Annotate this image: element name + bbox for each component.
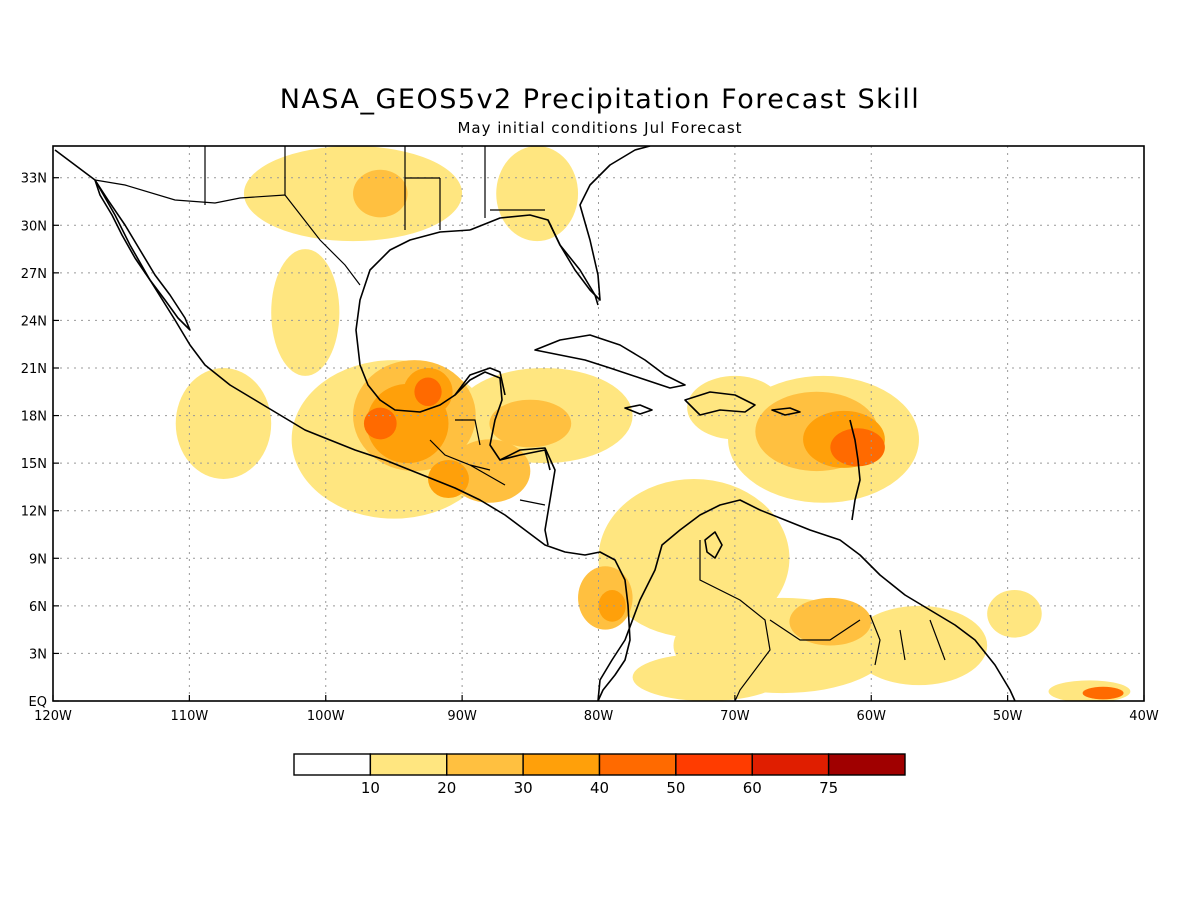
gulf-coast bbox=[355, 229, 551, 471]
lon-tick-label: 60W bbox=[857, 709, 887, 724]
south-america-borders bbox=[699, 540, 946, 701]
chart-title: NASA_GEOS5v2 Precipitation Forecast Skil… bbox=[279, 84, 921, 115]
skill-region-25 bbox=[598, 590, 626, 622]
colorbar-label: 10 bbox=[361, 779, 380, 797]
skill-region-19 bbox=[789, 597, 872, 646]
lon-tick-label: 80W bbox=[584, 709, 614, 724]
colorbar-swatch bbox=[446, 753, 524, 776]
lat-tick-label: 6N bbox=[29, 600, 47, 615]
puerto-rico bbox=[771, 407, 801, 416]
hispaniola bbox=[684, 391, 756, 416]
lon-tick-label: 70W bbox=[720, 709, 750, 724]
colorbar-swatch bbox=[827, 753, 906, 776]
skill-shading-layer bbox=[175, 146, 1131, 701]
colorbar-label: 60 bbox=[743, 779, 762, 797]
lat-tick-label: 33N bbox=[21, 172, 47, 187]
colorbar-swatch bbox=[369, 753, 448, 776]
skill-region-10 bbox=[496, 146, 579, 242]
skill-region-0 bbox=[175, 368, 272, 479]
lat-tick-label: 12N bbox=[21, 505, 47, 520]
lat-tick-label: EQ bbox=[29, 695, 47, 710]
skill-region-6 bbox=[598, 479, 790, 638]
colorbar-label: 75 bbox=[819, 779, 838, 797]
us-state-lines bbox=[204, 146, 545, 230]
baja-california bbox=[94, 179, 191, 331]
skill-region-13 bbox=[987, 590, 1042, 638]
lesser-antilles bbox=[849, 419, 861, 521]
colorbar-swatch bbox=[293, 753, 372, 776]
skill-region-29 bbox=[1082, 686, 1124, 700]
coastlines bbox=[54, 146, 1016, 701]
skill-region-27 bbox=[414, 377, 442, 407]
lon-tick-label: 50W bbox=[993, 709, 1023, 724]
colorbar: 10 20 30 40 50 60 75 bbox=[293, 753, 906, 797]
grid-lines bbox=[53, 146, 1144, 701]
lat-tick-label: 18N bbox=[21, 410, 47, 425]
belize-honduras-coast bbox=[499, 447, 556, 546]
colorbar-label: 30 bbox=[514, 779, 533, 797]
central-america-borders bbox=[429, 419, 546, 506]
lon-tick-label: 90W bbox=[447, 709, 477, 724]
lon-tick-label: 110W bbox=[171, 709, 209, 724]
skill-region-20 bbox=[353, 169, 408, 218]
lon-tick-label: 120W bbox=[34, 709, 72, 724]
chart-subtitle: May initial conditions Jul Forecast bbox=[457, 119, 743, 137]
lat-tick-label: 3N bbox=[29, 647, 47, 662]
us-atlantic-gulf-east bbox=[469, 146, 651, 301]
yucatan bbox=[454, 367, 506, 396]
lat-tick-label: 30N bbox=[21, 219, 47, 234]
lat-tick-label: 27N bbox=[21, 267, 47, 282]
jamaica bbox=[624, 404, 653, 415]
lat-tick-label: 9N bbox=[29, 552, 47, 567]
axis-ticks: 120W 110W 100W 90W 80W 70W 60W 50W 40W EQ 3N 6N 9N 12… bbox=[21, 172, 1159, 724]
lon-tick-label: 40W bbox=[1129, 709, 1159, 724]
colorbar-label: 50 bbox=[666, 779, 685, 797]
south-america-north-coast bbox=[597, 499, 1016, 701]
florida bbox=[547, 219, 599, 306]
skill-region-28 bbox=[830, 428, 885, 467]
lat-tick-label: 24N bbox=[21, 314, 47, 329]
us-mexico-border bbox=[94, 179, 361, 286]
colorbar-label: 40 bbox=[590, 779, 609, 797]
colorbar-swatch bbox=[751, 753, 830, 776]
colorbar-label: 20 bbox=[437, 779, 456, 797]
political-borders bbox=[94, 146, 946, 701]
skill-region-8 bbox=[850, 605, 988, 686]
lake-maracaibo bbox=[704, 531, 723, 559]
skill-region-23 bbox=[428, 459, 469, 499]
skill-region-1 bbox=[271, 249, 340, 376]
lat-tick-label: 21N bbox=[21, 362, 47, 377]
skill-region-26 bbox=[363, 407, 397, 440]
skill-region-11 bbox=[632, 653, 783, 701]
mexico-pacific-coast bbox=[54, 149, 631, 701]
colorbar-swatch bbox=[598, 753, 677, 776]
colorbar-swatch bbox=[522, 753, 601, 776]
lat-tick-label: 15N bbox=[21, 457, 47, 472]
cuba bbox=[534, 334, 686, 389]
colorbar-swatch bbox=[675, 753, 753, 776]
skill-region-16 bbox=[489, 399, 572, 448]
lon-tick-label: 100W bbox=[307, 709, 345, 724]
